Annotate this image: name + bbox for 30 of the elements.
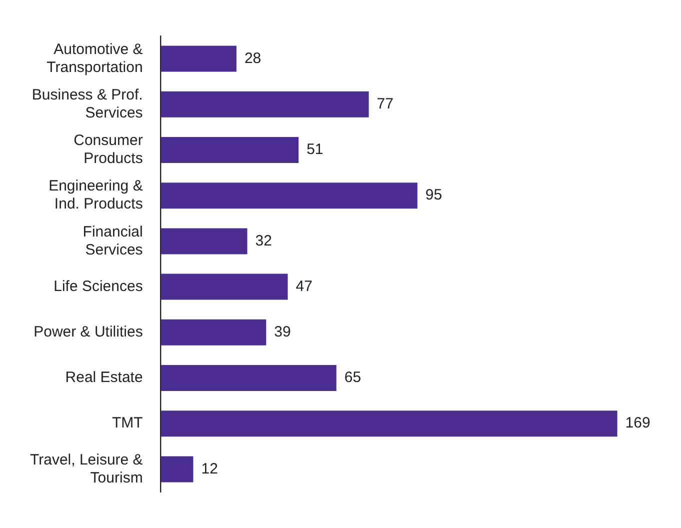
bar bbox=[160, 319, 266, 346]
data-label: 65 bbox=[344, 369, 362, 386]
bar bbox=[160, 456, 194, 482]
data-label: 95 bbox=[425, 186, 442, 204]
data-label: 12 bbox=[201, 460, 218, 478]
bar bbox=[160, 46, 236, 72]
bar bbox=[160, 365, 336, 391]
bar bbox=[160, 410, 618, 437]
bar bbox=[160, 91, 369, 118]
y-tick-label: Financial Services bbox=[82, 223, 143, 258]
y-tick-label: Consumer Products bbox=[74, 132, 143, 168]
data-label: 28 bbox=[244, 50, 262, 67]
data-label: 39 bbox=[274, 324, 291, 341]
y-tick-label: Engineering & Ind. Products bbox=[48, 178, 143, 213]
bar bbox=[160, 274, 288, 300]
y-tick-label: Power & Utilities bbox=[34, 324, 143, 341]
y-tick-label: Life Sciences bbox=[54, 278, 143, 295]
y-tick-label: Business & Prof. Services bbox=[32, 86, 143, 122]
data-label: 77 bbox=[376, 96, 394, 113]
bar bbox=[160, 182, 418, 209]
y-tick-label: Travel, Leisure & Tourism bbox=[30, 451, 143, 486]
data-label: 47 bbox=[296, 278, 312, 295]
y-tick-label: Automotive & Transportation bbox=[46, 40, 143, 76]
bar bbox=[160, 228, 248, 254]
y-tick-label: TMT bbox=[112, 414, 143, 432]
y-tick-label: Real Estate bbox=[65, 369, 143, 386]
data-label: 169 bbox=[625, 414, 650, 432]
bar bbox=[160, 137, 299, 163]
data-label: 51 bbox=[306, 141, 324, 158]
data-label: 32 bbox=[255, 232, 272, 250]
